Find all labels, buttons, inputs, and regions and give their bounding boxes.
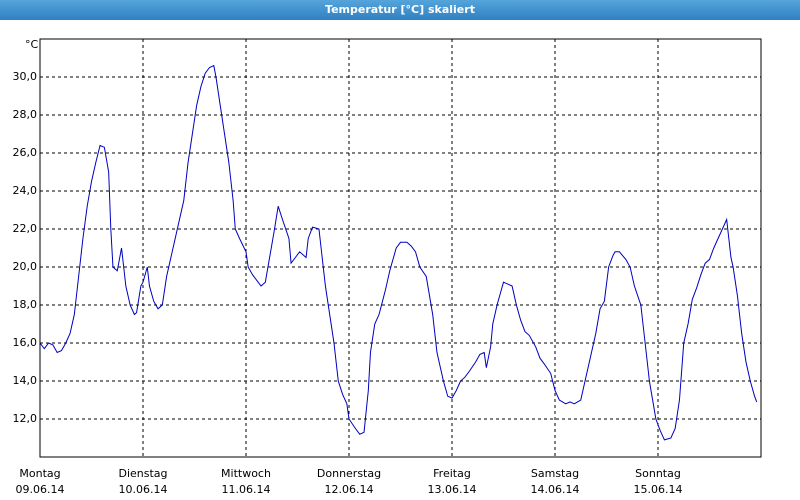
y-tick-label: 14,0 (13, 374, 38, 387)
x-tick-label: Samstag (531, 467, 579, 480)
x-tick-label: Donnerstag (317, 467, 381, 480)
y-tick-label: 24,0 (13, 184, 38, 197)
y-tick-label: 30,0 (13, 70, 38, 83)
y-tick-label: 28,0 (13, 108, 38, 121)
x-tick-label: Dienstag (118, 467, 167, 480)
x-tick-date: 10.06.14 (119, 483, 168, 496)
chart: °C 12,0 14,0 16,0 18,0 20,0 22,0 24,0 26,0 28,0 3… (13, 38, 762, 496)
x-tick-date: 15.06.14 (634, 483, 683, 496)
x-tick-date: 13.06.14 (428, 483, 477, 496)
x-tick-label: Freitag (433, 467, 471, 480)
y-tick-label: 20,0 (13, 260, 38, 273)
x-tick-date: 11.06.14 (222, 483, 271, 496)
y-tick-label: 22,0 (13, 222, 38, 235)
y-tick-label: 26,0 (13, 146, 38, 159)
y-unit: °C (25, 38, 39, 51)
x-tick-date: 09.06.14 (16, 483, 65, 496)
x-tick-label: Montag (19, 467, 60, 480)
x-tick-label: Mittwoch (221, 467, 271, 480)
title-bar: Temperatur [°C] skaliert (0, 0, 800, 20)
y-tick-label: 18,0 (13, 298, 38, 311)
plot-area (39, 38, 762, 458)
y-tick-label: 16,0 (13, 336, 38, 349)
temperature-line (39, 64, 758, 441)
x-tick-date: 12.06.14 (325, 483, 374, 496)
y-tick-label: 12,0 (13, 412, 38, 425)
x-tick-date: 14.06.14 (531, 483, 580, 496)
x-tick-label: Sonntag (635, 467, 681, 480)
